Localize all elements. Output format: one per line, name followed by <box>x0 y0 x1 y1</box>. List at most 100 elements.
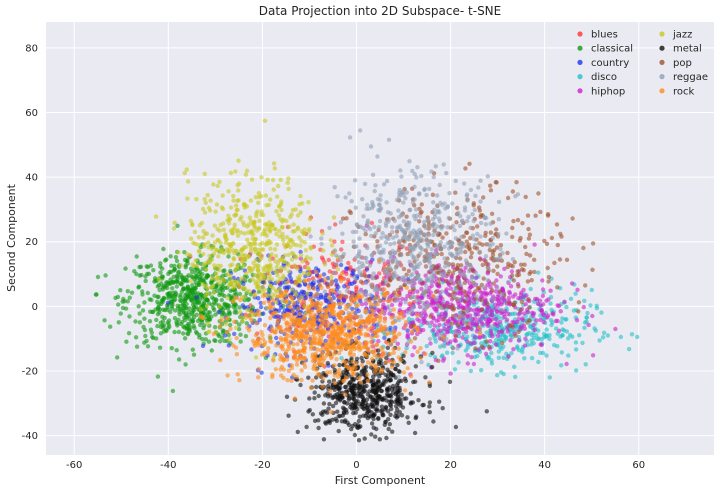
data-point <box>440 235 445 240</box>
data-point <box>167 324 172 329</box>
data-point <box>260 232 265 237</box>
data-point <box>265 177 270 182</box>
data-point <box>274 242 280 247</box>
data-point <box>488 221 493 226</box>
data-point <box>349 426 354 432</box>
data-point <box>291 222 296 227</box>
data-point <box>424 343 429 349</box>
data-point <box>303 279 308 284</box>
data-point <box>431 174 436 180</box>
data-point <box>504 326 510 331</box>
data-point <box>423 351 428 357</box>
data-point <box>290 317 295 322</box>
data-point <box>457 280 462 285</box>
data-point <box>395 399 400 404</box>
data-point <box>213 266 218 271</box>
data-point <box>418 214 423 219</box>
data-point <box>248 219 254 224</box>
data-point <box>528 342 534 347</box>
data-point <box>234 229 240 234</box>
data-point <box>457 223 463 229</box>
data-point <box>389 302 395 308</box>
data-point <box>564 361 569 367</box>
data-point <box>581 304 586 310</box>
data-point <box>411 379 416 385</box>
data-point <box>400 296 405 302</box>
data-point <box>495 309 500 314</box>
data-point <box>297 298 302 303</box>
data-point <box>357 294 362 299</box>
data-point <box>295 266 300 271</box>
data-point <box>441 299 447 305</box>
data-point <box>436 317 441 323</box>
data-point <box>210 233 215 238</box>
data-point <box>484 321 490 326</box>
data-point <box>179 289 185 294</box>
data-point <box>465 339 470 344</box>
data-point <box>474 320 479 325</box>
data-point <box>370 395 375 400</box>
data-point <box>363 413 368 419</box>
data-point <box>134 271 139 277</box>
data-point <box>177 312 182 317</box>
data-point <box>387 422 392 427</box>
data-point <box>467 247 472 252</box>
data-point <box>328 355 334 361</box>
data-point <box>241 263 246 269</box>
data-point <box>435 245 441 250</box>
data-point <box>590 241 596 246</box>
data-point <box>234 295 239 301</box>
data-point <box>388 211 393 216</box>
data-point <box>262 118 268 124</box>
data-point <box>452 294 457 299</box>
data-point <box>426 292 432 297</box>
data-point <box>267 241 272 246</box>
data-point <box>333 222 338 227</box>
data-point <box>483 317 488 322</box>
data-point <box>467 161 472 166</box>
data-point <box>415 317 420 322</box>
data-point <box>197 248 202 253</box>
data-point <box>356 344 361 350</box>
data-point <box>292 263 297 268</box>
data-point <box>143 274 148 279</box>
data-point <box>431 270 437 275</box>
data-point <box>586 322 591 328</box>
data-point <box>384 291 389 296</box>
data-point <box>239 215 244 220</box>
data-point <box>224 316 229 321</box>
data-point <box>361 214 366 219</box>
data-point <box>306 266 311 271</box>
data-point <box>338 278 344 284</box>
data-point <box>239 314 244 320</box>
data-point <box>480 322 485 327</box>
data-point <box>310 378 315 383</box>
data-point <box>328 393 333 398</box>
data-point <box>419 173 424 179</box>
data-point <box>397 378 402 384</box>
data-point <box>376 339 381 344</box>
data-point <box>348 323 353 328</box>
data-point <box>380 397 386 402</box>
data-point <box>356 418 361 424</box>
data-point <box>510 225 515 231</box>
data-point <box>242 285 247 291</box>
data-point <box>365 221 370 227</box>
data-point <box>495 303 501 308</box>
data-point <box>241 245 247 250</box>
data-point <box>299 289 305 294</box>
data-point <box>240 318 245 324</box>
data-point <box>373 333 378 339</box>
data-point <box>93 292 99 297</box>
data-point <box>121 296 126 302</box>
data-point <box>409 329 415 334</box>
data-point <box>426 303 431 308</box>
data-point <box>548 288 553 293</box>
data-point <box>116 320 122 325</box>
data-point <box>318 273 323 279</box>
data-point <box>365 316 371 321</box>
data-point <box>373 398 379 404</box>
data-point <box>372 224 377 230</box>
data-point <box>228 322 233 328</box>
data-point <box>273 367 278 372</box>
